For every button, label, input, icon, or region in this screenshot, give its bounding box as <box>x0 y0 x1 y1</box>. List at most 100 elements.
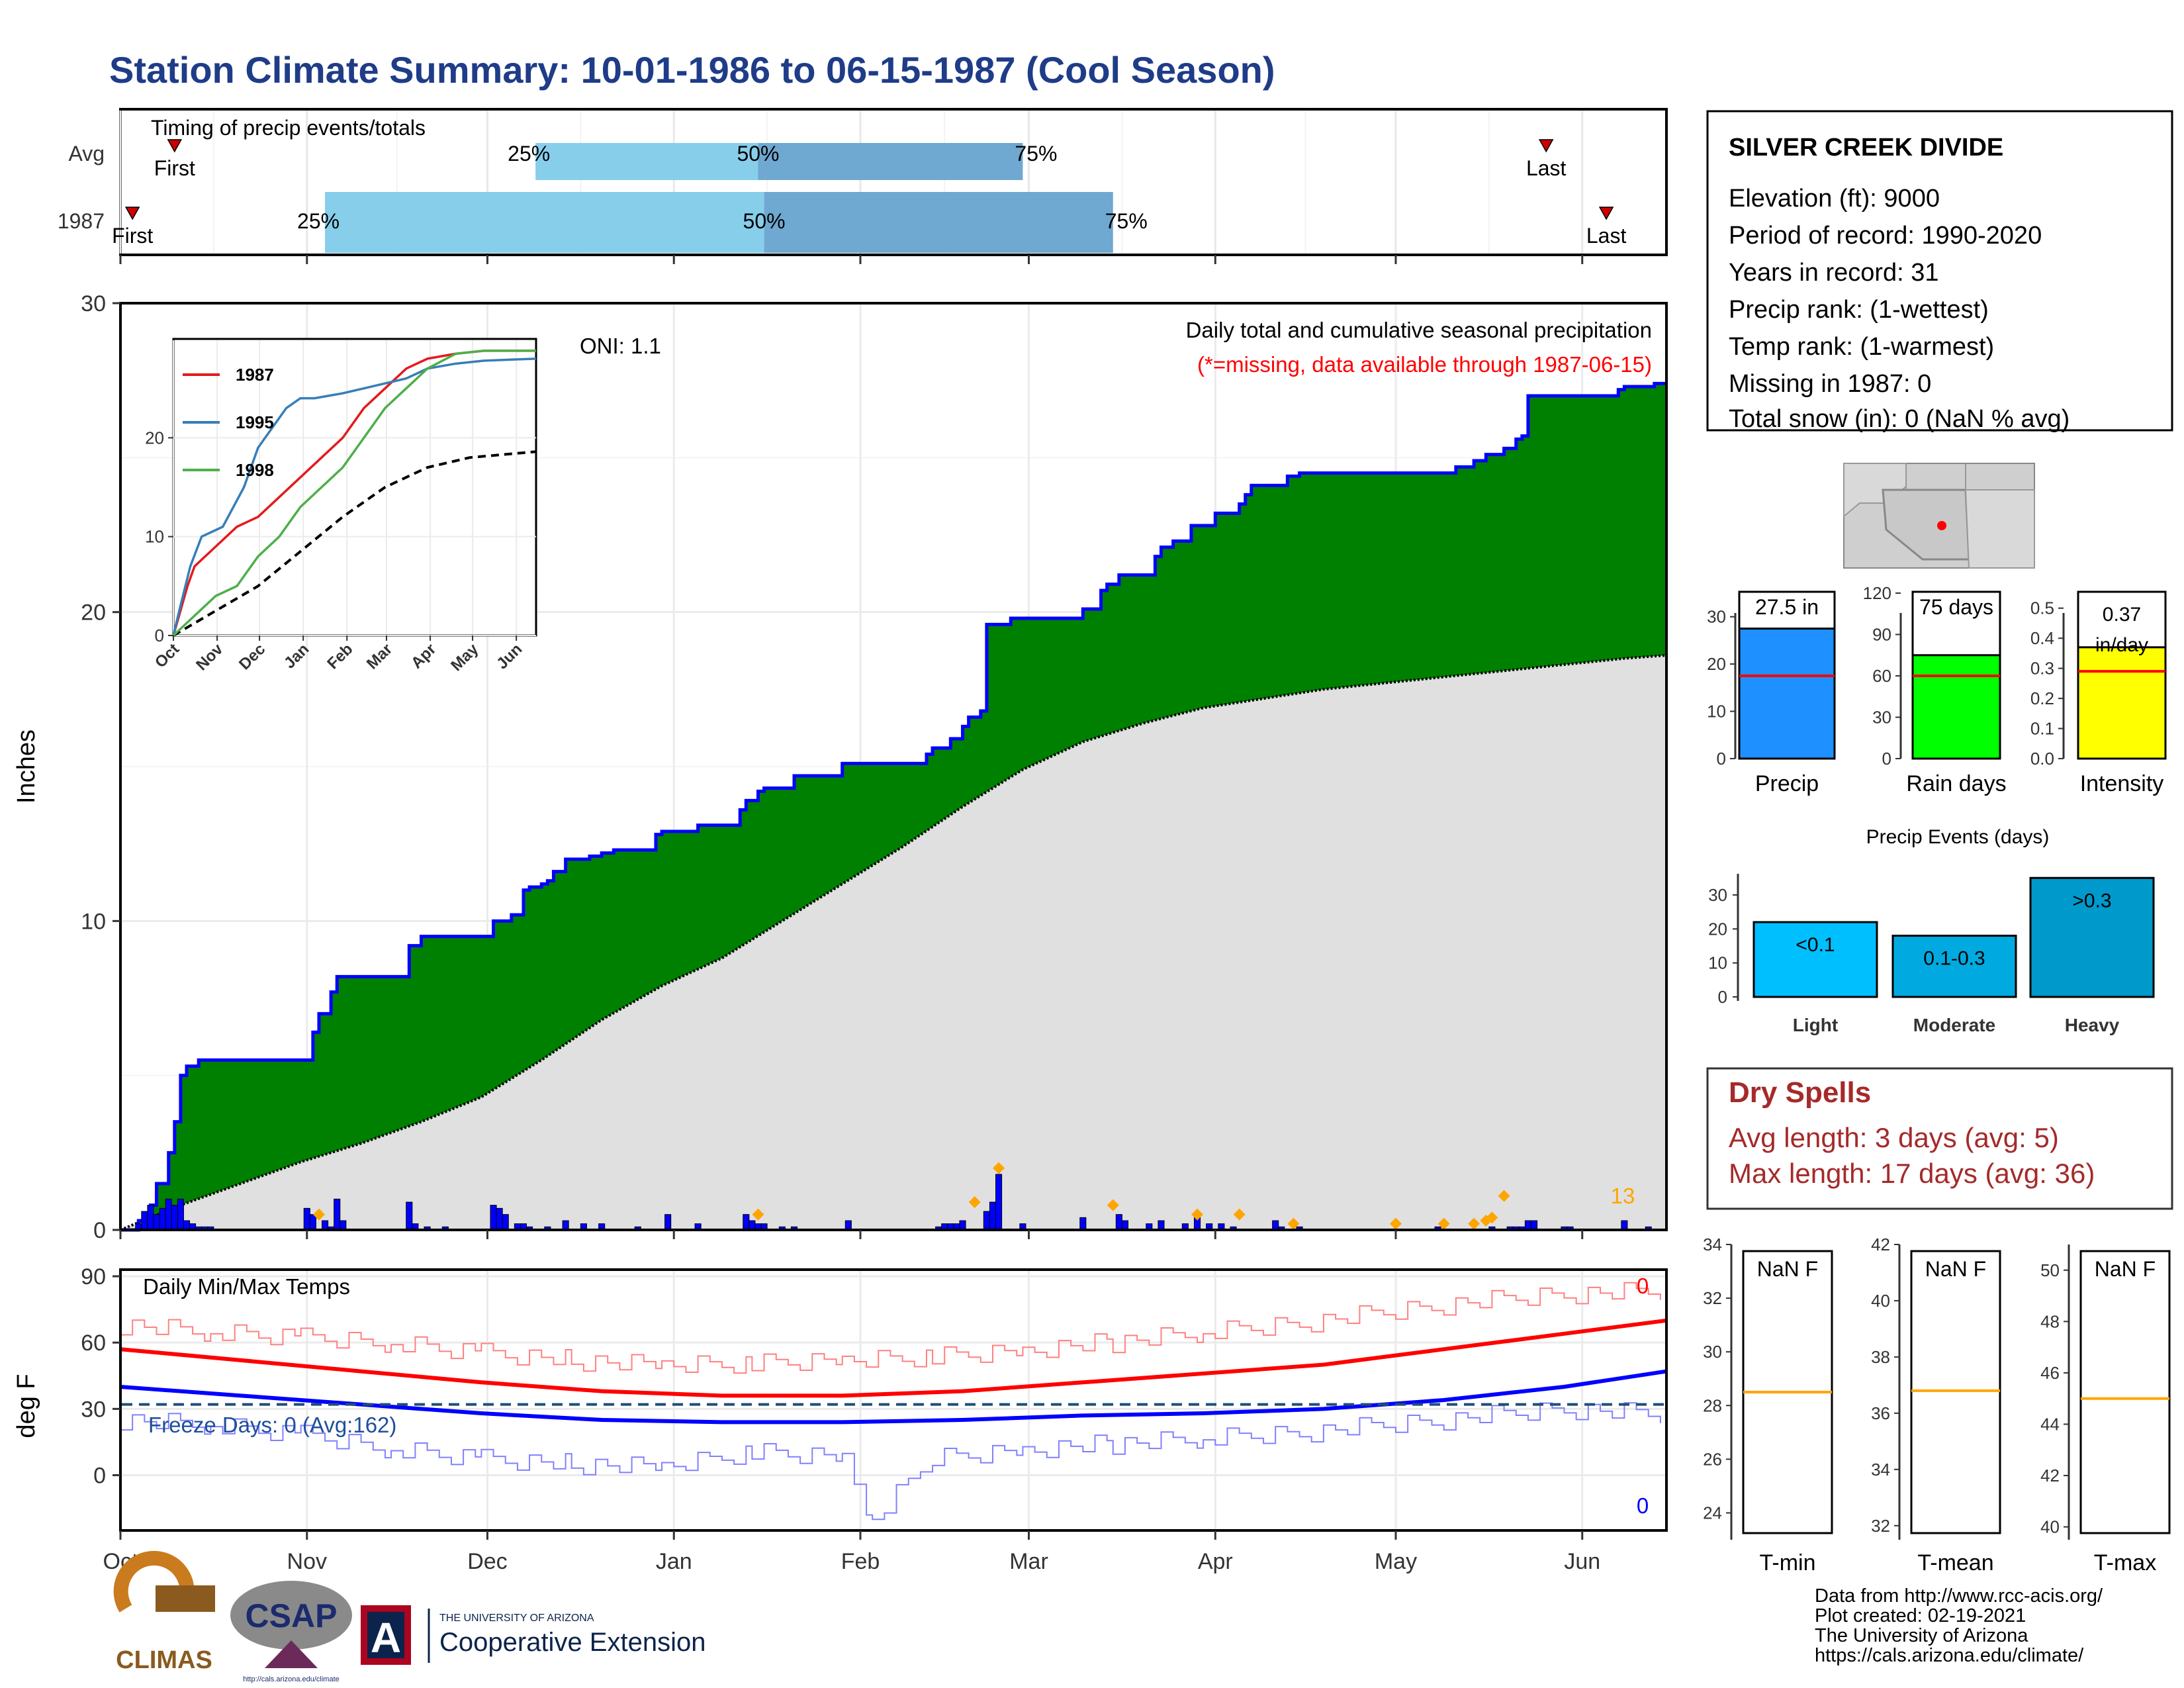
timing-row-1987-label: 1987 <box>58 209 105 233</box>
timing-p75-label: 75% <box>1015 142 1057 165</box>
ua-logo-small: THE UNIVERSITY OF ARIZONA <box>439 1613 594 1624</box>
events-category-label: Light <box>1793 1015 1838 1035</box>
temp-box-tick-label: 42 <box>1871 1235 1890 1254</box>
precip-note-missing: (*=missing, data available through 1987-… <box>1197 352 1652 377</box>
summary-value-label: 75 days <box>1919 595 1993 619</box>
temp-box-name: T-max <box>2094 1550 2156 1575</box>
timing-p25-label: 25% <box>508 142 550 165</box>
summary-name-label: Rain days <box>1906 771 2006 796</box>
timing-panel: 25% 50% 75% First Last 25% 50% 75% First Last Tim… <box>58 108 1668 256</box>
daily-precip-bar <box>406 1201 413 1231</box>
daily-precip-bar <box>1272 1220 1279 1231</box>
month-label: Jan <box>656 1549 692 1574</box>
temp-y-axis-label: deg F <box>13 1374 40 1438</box>
daily-precip-bar <box>1079 1217 1087 1231</box>
timing-p50-label: 50% <box>743 209 786 233</box>
precip-events-chart: Precip Events (days) 0 10 20 30 <0.1 Light 0.… <box>1708 826 2155 1035</box>
missing-marker <box>1389 1217 1402 1230</box>
last-event-marker <box>1598 207 1614 220</box>
timing-p50-label: 50% <box>737 142 779 165</box>
timing-bar-50-75 <box>758 143 1023 180</box>
events-bar <box>1752 921 1878 998</box>
inset-average-line <box>172 450 537 637</box>
avg-min-temp-line <box>120 1369 1667 1425</box>
daily-precip-bar <box>340 1220 347 1231</box>
station-line: Elevation (ft): 9000 <box>1729 185 1940 212</box>
temp-box-tick-label: 46 <box>2040 1363 2060 1383</box>
daily-precip-bar <box>562 1220 569 1231</box>
csap-logo: CSAP http://cals.arizona.edu/climate <box>230 1581 352 1683</box>
events-bar-label: <0.1 <box>1796 934 1835 956</box>
events-bar-label: >0.3 <box>2072 890 2111 912</box>
daily-precip-bar <box>983 1211 990 1231</box>
temp-box-value: NaN F <box>1757 1257 1818 1281</box>
ua-logo-letter: A <box>371 1614 401 1662</box>
last-event-marker <box>1538 139 1554 153</box>
precip-y-tick-label: 20 <box>81 600 106 626</box>
inset-legend-label: 1987 <box>236 365 274 385</box>
temp-box-tick-label: 50 <box>2040 1260 2060 1280</box>
summary-tick-label: 0.0 <box>2030 749 2054 769</box>
summary-tick-label: 60 <box>1872 666 1891 686</box>
month-label: May <box>1375 1549 1417 1574</box>
daily-precip-bar <box>1524 1220 1531 1231</box>
daily-precip-bar <box>844 1220 852 1231</box>
temp-box-tick-label: 44 <box>2040 1414 2060 1434</box>
summary-bar <box>1738 628 1836 760</box>
temp-box-name: T-min <box>1760 1550 1816 1575</box>
temp-box-tick-label: 24 <box>1703 1503 1722 1523</box>
temp-box-tick-label: 26 <box>1703 1449 1722 1469</box>
temp-box-tick-label: 36 <box>1871 1403 1890 1423</box>
missing-marker <box>1437 1217 1450 1230</box>
precip-y-tick-label: 0 <box>93 1218 106 1243</box>
station-line: Precip rank: (1-wettest) <box>1729 296 1989 324</box>
daily-precip-bar <box>1621 1220 1628 1231</box>
missing-marker <box>1498 1190 1510 1202</box>
station-line: Total snow (in): 0 (NaN % avg) <box>1729 405 2070 433</box>
daily-precip-bar <box>959 1220 966 1231</box>
summary-tick-label: 120 <box>1863 583 1891 603</box>
station-line: Missing in 1987: 0 <box>1729 370 1931 398</box>
missing-marker <box>968 1196 981 1208</box>
summary-tick-label: 90 <box>1872 625 1891 645</box>
timing-p75-label: 75% <box>1105 209 1148 233</box>
station-line: Temp rank: (1-warmest) <box>1729 333 1994 361</box>
csap-logo-url: http://cals.arizona.edu/climate <box>243 1675 340 1683</box>
timing-row-avg-label: Avg <box>68 142 105 165</box>
footer-url: https://cals.arizona.edu/climate/ <box>1815 1645 2084 1666</box>
temp-box-tick-label: 32 <box>1871 1516 1890 1536</box>
daily-precip-bar <box>309 1214 316 1231</box>
summary-tick-label: 0 <box>1882 749 1891 769</box>
temp-box <box>1910 1250 2001 1534</box>
dry-spells-box: Dry Spells Avg length: 3 days (avg: 5) M… <box>1706 1067 2173 1210</box>
average-cumulative-line <box>120 654 1667 1231</box>
inset-legend-label: 1998 <box>236 460 274 480</box>
summary-tick-label: 0 <box>1717 749 1726 769</box>
temp-box-tick-label: 30 <box>1703 1342 1722 1362</box>
footer-university: The University of Arizona <box>1815 1625 2028 1646</box>
dry-spells-avg: Avg length: 3 days (avg: 5) <box>1729 1122 2059 1153</box>
month-label: Mar <box>1009 1549 1048 1574</box>
temp-box-tick-label: 40 <box>1871 1291 1890 1311</box>
temperature-boxes: 24 26 28 30 32 34 NaN F T-min 32 34 36 38 40 42 NaN F T… <box>1703 1235 2171 1575</box>
events-tick-label: 20 <box>1708 919 1727 939</box>
summary-value-label: 27.5 in <box>1755 595 1819 619</box>
temp-box <box>2079 1250 2171 1534</box>
daily-precip-bar <box>1158 1220 1165 1231</box>
summary-name-label: Precip <box>1755 771 1819 796</box>
summary-tick-label: 0.4 <box>2030 628 2054 648</box>
summary-tick-label: 30 <box>1872 708 1891 727</box>
temp-box-name: T-mean <box>1917 1550 1993 1575</box>
freeze-days-label: Freeze Days: 0 (Avg:162) <box>148 1413 396 1437</box>
daily-precip-bar <box>1121 1220 1128 1231</box>
daily-precip-bar <box>159 1207 166 1231</box>
footer-data-source: Data from http://www.rcc-acis.org/ <box>1815 1585 2103 1607</box>
first-event-label: First <box>154 156 195 180</box>
events-category-label: Heavy <box>2065 1015 2120 1035</box>
events-tick-label: 30 <box>1708 885 1727 905</box>
ua-logo: A THE UNIVERSITY OF ARIZONA Cooperative … <box>361 1605 705 1665</box>
missing-marker <box>1287 1217 1300 1230</box>
daily-precip-bar <box>141 1211 148 1231</box>
daily-precip-bar <box>1530 1220 1538 1231</box>
daily-precip-bar <box>153 1214 160 1231</box>
